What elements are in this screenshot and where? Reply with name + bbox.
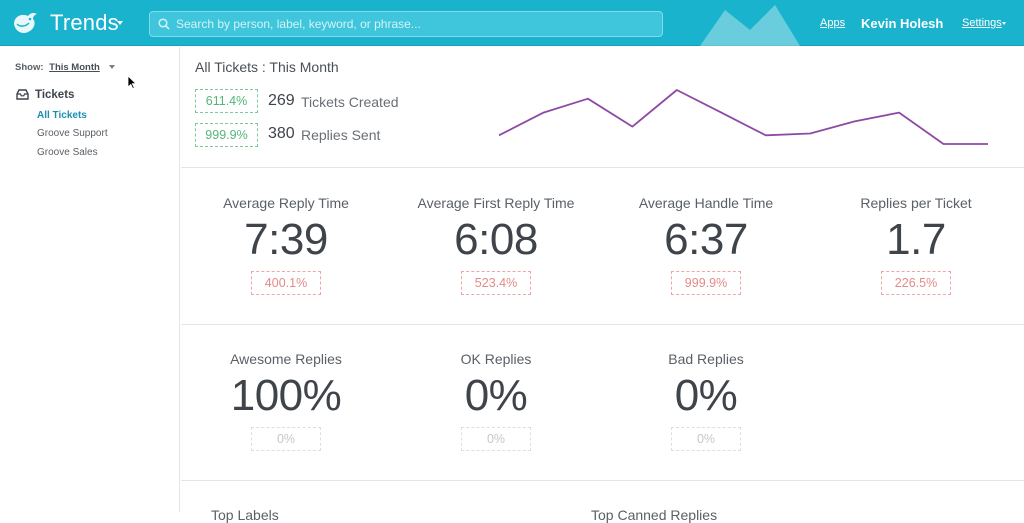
mouse-cursor-icon — [127, 75, 137, 89]
rating-awesome-replies: Awesome Replies 100% 0% — [181, 351, 391, 451]
settings-caret-icon[interactable] — [1002, 22, 1006, 25]
metric-label: Average Reply Time — [223, 195, 349, 211]
rating-label: Bad Replies — [668, 351, 744, 367]
rating-label: OK Replies — [460, 351, 532, 367]
metric-label: Average Handle Time — [638, 195, 774, 211]
summary-panel: All Tickets : This Month 611.4% 269 Tick… — [181, 47, 1024, 168]
sidebar-item-all-tickets[interactable]: All Tickets — [37, 110, 87, 121]
top-bar: Trends Apps Kevin Holesh Settings — [0, 0, 1024, 46]
metric-change-badge: 999.9% — [671, 271, 741, 295]
show-label: Show: — [15, 62, 44, 73]
rating-value: 0% — [674, 371, 738, 420]
sidebar: Show: This Month — [0, 47, 180, 512]
tickets-created-count: 269 — [268, 92, 295, 109]
metric-value: 1.7 — [886, 215, 946, 264]
metric-value: 6:37 — [664, 215, 748, 264]
top-canned-replies-heading: Top Canned Replies — [591, 507, 718, 523]
show-caret-icon[interactable] — [109, 65, 116, 70]
metric-change-badge: 523.4% — [461, 271, 531, 295]
metric-change-badge: 400.1% — [251, 271, 321, 295]
search-input[interactable] — [176, 12, 656, 36]
ratings-row: Awesome Replies 100% 0% OK Replies 0% 0%… — [181, 325, 1024, 481]
tickets-created-label: Tickets Created — [301, 94, 399, 110]
rating-ok-replies: OK Replies 0% 0% — [391, 351, 601, 451]
rating-change-badge: 0% — [251, 427, 321, 451]
apps-link[interactable]: Apps — [820, 17, 846, 29]
replies-sent-count: 380 — [268, 125, 295, 142]
user-name[interactable]: Kevin Holesh — [861, 16, 944, 31]
replies-sent-change-badge: 999.9% — [195, 123, 258, 147]
rating-label: Awesome Replies — [230, 351, 342, 367]
metric-average-first-reply-time: Average First Reply Time 6:08 523.4% — [391, 195, 601, 295]
metric-label: Average First Reply Time — [417, 195, 575, 211]
inbox-tray-icon — [16, 89, 29, 100]
app-menu-caret-icon[interactable] — [117, 21, 123, 25]
replies-sent-label: Replies Sent — [301, 127, 381, 143]
rating-change-badge: 0% — [671, 427, 741, 451]
rating-value: 0% — [464, 371, 528, 420]
search-icon — [158, 18, 170, 30]
sparkline-series — [498, 89, 988, 145]
metric-average-reply-time: Average Reply Time 7:39 400.1% — [181, 195, 391, 295]
rating-bad-replies: Bad Replies 0% 0% — [601, 351, 811, 451]
groove-bird-logo-icon[interactable] — [10, 10, 40, 36]
rating-change-badge: 0% — [461, 427, 531, 451]
app-title[interactable]: Trends — [50, 10, 119, 35]
header-decoration-icon — [700, 5, 800, 46]
tickets-sparkline — [498, 89, 988, 145]
metric-value: 7:39 — [244, 215, 328, 264]
sidebar-item-groove-support[interactable]: Groove Support — [37, 128, 108, 139]
rating-value: 100% — [230, 371, 342, 420]
summary-title: All Tickets : This Month — [195, 59, 339, 75]
search-box[interactable] — [149, 11, 663, 37]
metric-value: 6:08 — [454, 215, 538, 264]
main-content: All Tickets : This Month 611.4% 269 Tick… — [181, 47, 1024, 523]
metric-average-handle-time: Average Handle Time 6:37 999.9% — [601, 195, 811, 295]
show-value[interactable]: This Month — [49, 62, 100, 73]
tickets-created-change-badge: 611.4% — [195, 89, 258, 113]
time-metrics-row: Average Reply Time 7:39 400.1% Average F… — [181, 168, 1024, 325]
top-labels-heading: Top Labels — [211, 507, 279, 523]
sidebar-item-groove-sales[interactable]: Groove Sales — [37, 147, 98, 158]
metric-change-badge: 226.5% — [881, 271, 951, 295]
show-filter[interactable]: Show: This Month — [15, 62, 116, 73]
metric-replies-per-ticket: Replies per Ticket 1.7 226.5% — [811, 195, 1021, 295]
settings-link[interactable]: Settings — [962, 17, 1002, 29]
sidebar-section-tickets[interactable]: Tickets — [35, 89, 75, 101]
metric-label: Replies per Ticket — [860, 195, 972, 211]
